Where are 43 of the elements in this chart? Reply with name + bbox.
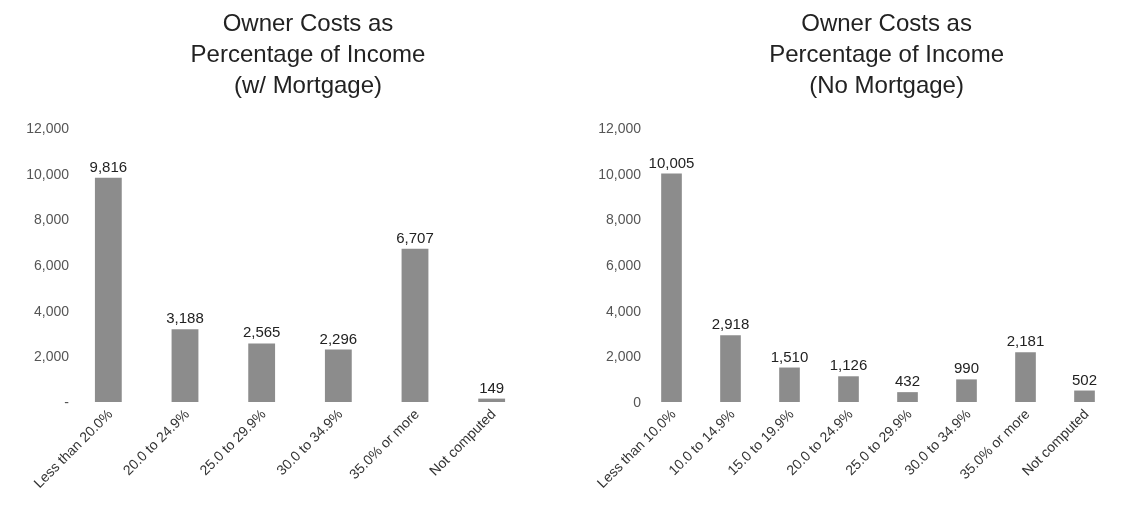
- data-label: 149: [479, 378, 505, 396]
- data-label: 2,565: [242, 323, 281, 341]
- y-tick-label: 4,000: [33, 302, 70, 319]
- y-tick-label: 10,000: [598, 165, 642, 182]
- data-label: 1,510: [770, 347, 809, 365]
- data-label: 3,188: [166, 309, 204, 327]
- y-tick-label: 8,000: [33, 211, 70, 228]
- data-label: 9,816: [89, 157, 128, 175]
- bar: [838, 376, 859, 402]
- data-label: 6,707: [396, 228, 434, 246]
- bar: [720, 335, 741, 402]
- bar: [1074, 390, 1095, 402]
- data-label: 10,005: [648, 153, 695, 171]
- chart-title: Owner Costs as Percentage of Income (w/ Mortgage): [190, 8, 426, 99]
- y-tick-label: 8,000: [605, 211, 642, 228]
- data-label: 502: [1071, 370, 1098, 388]
- bar: [401, 248, 429, 402]
- y-tick-label: 6,000: [33, 256, 70, 273]
- chart-title: Owner Costs as Percentage of Income (No Mortgage): [769, 8, 1005, 99]
- data-label: 2,918: [711, 315, 750, 333]
- y-tick-label: 10,000: [26, 165, 70, 182]
- data-label: 2,296: [319, 329, 358, 347]
- y-tick-label: 0: [633, 393, 642, 410]
- bar: [897, 392, 918, 402]
- data-label: 2,181: [1006, 332, 1045, 350]
- data-label: 990: [953, 359, 980, 377]
- bar: [1015, 352, 1036, 402]
- bar: [779, 367, 800, 402]
- data-label: 1,126: [829, 356, 868, 374]
- y-tick-label: 12,000: [598, 119, 642, 136]
- bar: [248, 343, 276, 402]
- bar: [661, 173, 682, 402]
- bar: [171, 329, 199, 402]
- bar: [956, 379, 977, 402]
- y-tick-label: 2,000: [33, 348, 70, 365]
- data-label: 432: [894, 372, 921, 390]
- y-tick-label: -: [64, 393, 70, 410]
- y-tick-label: 4,000: [605, 302, 642, 319]
- bar: [324, 349, 352, 402]
- y-tick-label: 12,000: [26, 119, 70, 136]
- y-tick-label: 6,000: [605, 256, 642, 273]
- bar: [94, 177, 122, 402]
- y-tick-label: 2,000: [605, 348, 642, 365]
